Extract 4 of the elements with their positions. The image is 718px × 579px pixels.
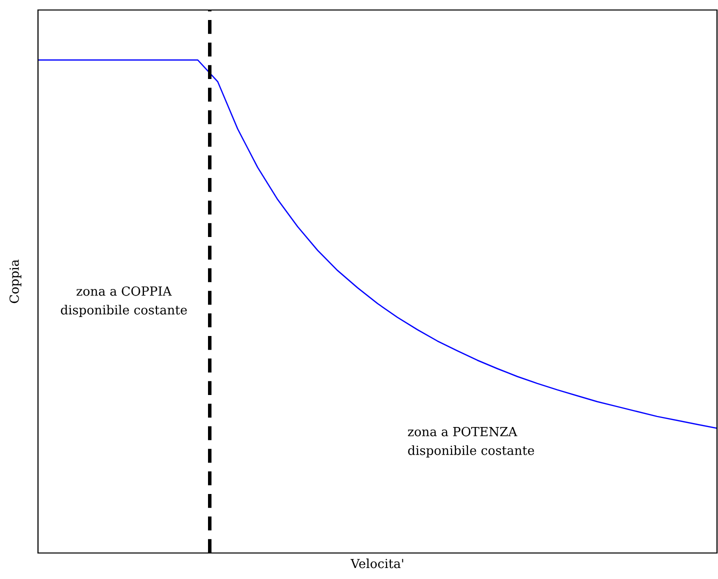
x-axis-title: Velocita'	[350, 558, 404, 568]
annotation: zona a POTENZA disponibile costante	[408, 426, 534, 458]
y-axis-title: Coppia	[9, 260, 22, 304]
annotation: zona a COPPIA disponibile costante	[60, 286, 187, 317]
